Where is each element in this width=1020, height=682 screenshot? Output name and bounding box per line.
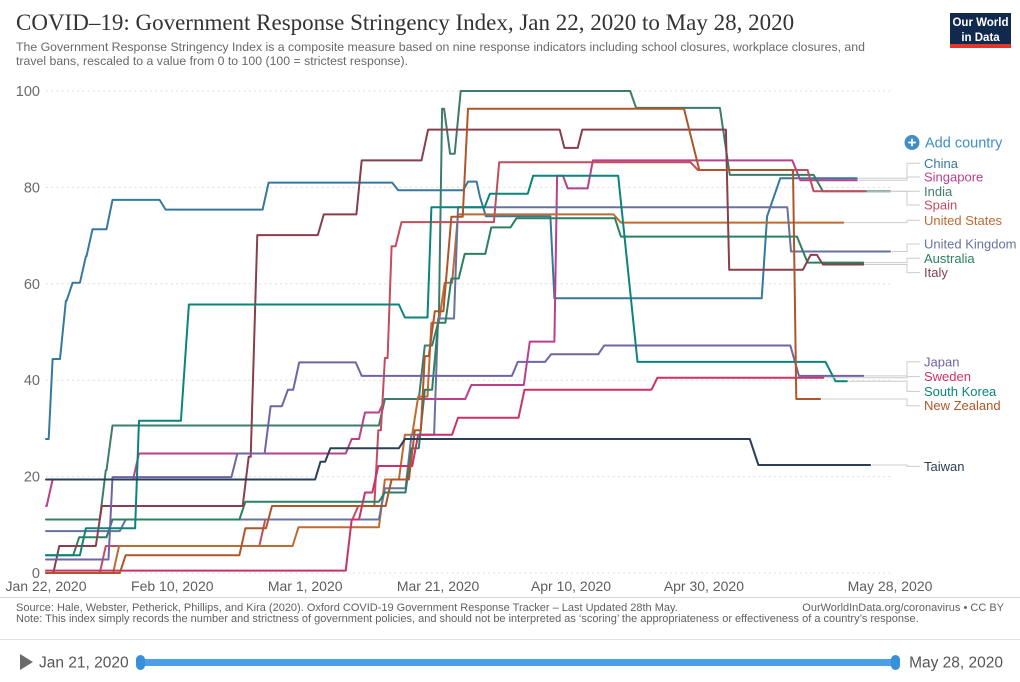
svg-text:Sweden: Sweden (924, 369, 971, 384)
svg-text:Italy: Italy (924, 265, 948, 280)
svg-text:Japan: Japan (924, 354, 959, 369)
svg-text:Spain: Spain (924, 198, 957, 213)
svg-text:United States: United States (924, 213, 1003, 228)
svg-text:Mar 1, 2020: Mar 1, 2020 (268, 578, 343, 594)
svg-text:Add country: Add country (925, 136, 1003, 152)
svg-text:20: 20 (24, 470, 40, 486)
svg-text:United Kingdom: United Kingdom (924, 237, 1017, 252)
svg-text:Apr 30, 2020: Apr 30, 2020 (664, 578, 744, 594)
svg-text:New Zealand: New Zealand (924, 398, 1001, 413)
svg-text:Feb 10, 2020: Feb 10, 2020 (131, 578, 214, 594)
svg-text:60: 60 (24, 277, 40, 293)
svg-text:South Korea: South Korea (924, 384, 997, 399)
svg-text:80: 80 (24, 180, 40, 196)
svg-text:0: 0 (32, 566, 40, 582)
svg-text:Jan 21, 2020: Jan 21, 2020 (39, 655, 129, 672)
svg-text:Apr 10, 2020: Apr 10, 2020 (531, 578, 611, 594)
svg-text:Singapore: Singapore (924, 170, 983, 185)
svg-text:India: India (924, 184, 953, 199)
svg-text:Australia: Australia (924, 251, 975, 266)
svg-text:40: 40 (24, 373, 40, 389)
svg-text:May 28, 2020: May 28, 2020 (909, 655, 1003, 672)
svg-text:May 28, 2020: May 28, 2020 (848, 578, 933, 594)
svg-text:Jan 22, 2020: Jan 22, 2020 (6, 578, 87, 594)
svg-text:100: 100 (16, 84, 40, 100)
svg-text:Mar 21, 2020: Mar 21, 2020 (397, 578, 480, 594)
svg-text:China: China (924, 156, 959, 171)
svg-text:Taiwan: Taiwan (924, 459, 964, 474)
